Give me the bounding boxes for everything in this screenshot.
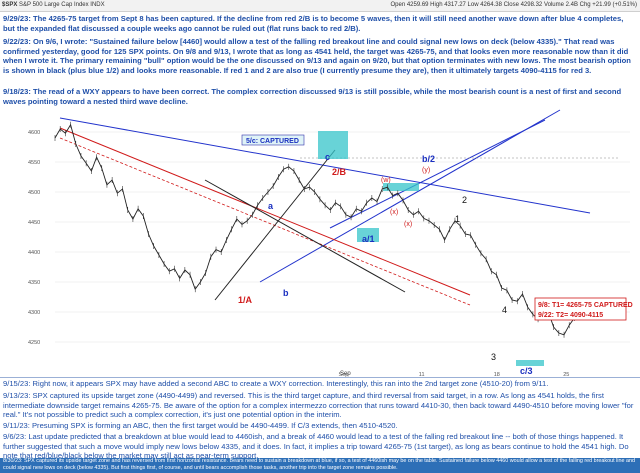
- wave-label: 4: [502, 305, 507, 315]
- wave-label: 1: [455, 214, 460, 224]
- note-9-22: 9/22/23: On 9/6, I wrote: "Sustained fai…: [3, 37, 631, 75]
- wave-label: (w): [381, 177, 391, 184]
- blue-rising-channel-2: [329, 119, 546, 229]
- wave-label: 2: [462, 195, 467, 205]
- chart-name: S&P 500 Large Cap Index: [19, 2, 89, 8]
- trendlines: [59, 109, 620, 306]
- red-breakout-line-dashed: [59, 137, 471, 306]
- wave-label: c: [325, 152, 330, 162]
- note-9-11: 9/11/23: Presuming SPX is forming an ABC…: [3, 421, 398, 430]
- wave-label: b: [283, 288, 289, 298]
- target-callout: 9/8: T1= 4265-75 CAPTURED 9/22: T2= 4090…: [534, 297, 633, 321]
- wave-label: b/2: [422, 154, 435, 164]
- wave-label: 1/A: [238, 295, 253, 305]
- chart-grid: [55, 131, 630, 343]
- wave-label: (y): [422, 167, 430, 174]
- notes-divider: [0, 377, 640, 378]
- spx-price-line: [54, 123, 591, 336]
- black-rising-line: [214, 149, 336, 301]
- wave-label: a: [268, 201, 274, 211]
- wave-label: c/3: [520, 366, 533, 376]
- captured-text: 5/c: CAPTURED: [246, 138, 299, 145]
- y-tick-label: 4400: [28, 250, 40, 256]
- target-text-2: 9/22: T2= 4090-4115: [538, 312, 603, 319]
- red-breakout-line: [59, 127, 471, 296]
- captured-zone-3: [383, 183, 419, 191]
- black-falling-line: [204, 179, 406, 293]
- wave-label: a/1: [362, 234, 375, 244]
- note-8-30: 8/30/23: SPX captured its upside target …: [0, 458, 640, 473]
- target-zones: [318, 131, 544, 366]
- note-9-29: 9/29/23: The 4265-75 target from Sept 8 …: [3, 14, 624, 33]
- captured-zone-1: [318, 131, 348, 159]
- chart-symbol: $SPX: [2, 2, 18, 8]
- note-9-15: 9/15/23: Right now, it appears SPX may h…: [3, 379, 549, 388]
- y-tick-label: 4550: [28, 160, 40, 166]
- wave-label: (x): [390, 209, 398, 216]
- y-tick-label: 4250: [28, 340, 40, 346]
- captured-zone-4: [516, 360, 544, 366]
- captured-zone-2: [357, 228, 379, 242]
- wave-label: Sep: [340, 371, 351, 377]
- y-tick-label: 4600: [28, 130, 40, 136]
- x-tick-label: 18: [494, 372, 500, 378]
- wave-label: 2/B: [332, 167, 347, 177]
- chart-stats: Open 4259.69 High 4317.27 Low 4264.38 Cl…: [390, 2, 637, 8]
- chart-exchange: INDX: [90, 2, 105, 8]
- chart-header: $SPX S&P 500 Large Cap Index INDX Open 4…: [0, 0, 640, 12]
- wave-label: 3: [491, 352, 496, 362]
- note-9-13: 9/13/23: SPX captured its upside target …: [3, 391, 634, 420]
- wave-label: (x): [404, 221, 412, 228]
- note-9-18: 9/18/23: The read of a WXY appears to ha…: [3, 87, 622, 106]
- captured-callout: 5/c: CAPTURED: [241, 134, 305, 146]
- y-tick-label: 4450: [28, 220, 40, 226]
- y-tick-label: 4300: [28, 310, 40, 316]
- blue-rising-channel: [259, 109, 561, 283]
- x-tick-label: Sep: [339, 372, 349, 378]
- target-text-1: 9/8: T1= 4265-75 CAPTURED: [538, 302, 633, 309]
- blue-upper-channel: [59, 117, 591, 214]
- y-tick-label: 4500: [28, 190, 40, 196]
- note-9-6: 9/6/23: Last update predicted that a bre…: [3, 432, 629, 461]
- x-tick-label: 25: [563, 372, 569, 378]
- x-axis: Sep 11 18 25: [339, 372, 570, 378]
- x-tick-label: 11: [419, 372, 425, 378]
- wave-labels: 2/B b/2 c a b 1/A a/1 (w) (x) (y) (x) 1 …: [238, 152, 533, 377]
- y-axis: 4250 4300 4350 4400 4450 4500 4550 4600: [28, 130, 40, 346]
- y-tick-label: 4350: [28, 280, 40, 286]
